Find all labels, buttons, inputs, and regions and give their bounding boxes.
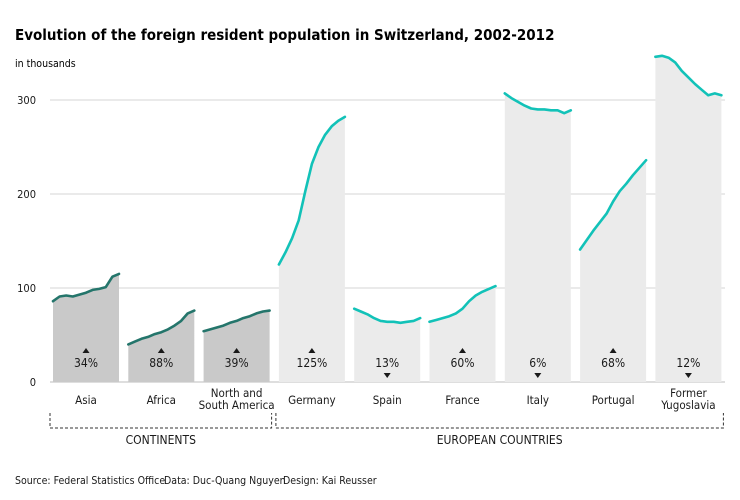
area-portugal <box>580 160 647 382</box>
change-label: 6% <box>529 356 546 370</box>
data-credit: Data: Duc-Quang Nguyen <box>164 475 286 487</box>
category-label: Africa <box>147 393 176 407</box>
group-bracket <box>49 413 273 429</box>
y-tick-label: 300 <box>17 94 36 107</box>
area-spain <box>354 308 421 382</box>
change-label: 34% <box>74 356 98 370</box>
arrow-up-icon <box>233 348 241 353</box>
area-north-and-south-america <box>203 310 270 382</box>
chart-subtitle: in thousands <box>15 58 76 70</box>
design-credit: Design: Kai Reusser <box>283 475 377 487</box>
line-asia <box>51 272 121 303</box>
category-label: South America <box>199 398 275 412</box>
category-label: Yugoslavia <box>660 398 715 412</box>
y-tick-label: 0 <box>30 376 36 389</box>
line-italy <box>503 92 573 115</box>
line-france <box>428 284 497 324</box>
arrow-up-icon <box>308 348 316 353</box>
plot-area: 34% 88% 39% 125% 13% 60% 6% 68% 12% <box>51 54 723 383</box>
source-text: Source: Federal Statistics Office <box>15 475 165 487</box>
area-former-yugoslavia <box>655 55 722 383</box>
area-africa <box>128 310 195 382</box>
line-former-yugoslavia <box>654 54 723 97</box>
group-label: CONTINENTS <box>126 433 196 447</box>
group-brackets: CONTINENTS EUROPEAN COUNTRIES <box>49 413 724 447</box>
change-label: 60% <box>451 356 475 370</box>
arrow-up-icon <box>82 348 90 353</box>
line-africa <box>127 309 196 346</box>
line-portugal <box>578 158 648 251</box>
category-label: France <box>445 393 479 407</box>
arrow-up-icon <box>157 348 165 353</box>
category-label: Former <box>670 386 707 400</box>
arrow-down-icon <box>684 373 692 378</box>
change-label: 13% <box>375 356 399 370</box>
category-label: Asia <box>75 393 97 407</box>
line-north-and-south-america <box>202 309 271 333</box>
area-france <box>429 286 496 382</box>
category-label: Italy <box>527 393 549 407</box>
arrow-down-icon <box>383 373 391 378</box>
line-germany <box>277 115 347 266</box>
category-label: Spain <box>373 393 402 407</box>
change-label: 88% <box>149 356 173 370</box>
change-label: 125% <box>296 356 327 370</box>
line-spain <box>352 307 422 325</box>
area-germany <box>278 116 345 383</box>
group-bracket <box>275 413 724 429</box>
arrow-up-icon <box>459 348 466 353</box>
area-italy <box>504 93 571 383</box>
area-asia <box>53 273 119 382</box>
y-tick-label: 100 <box>17 282 36 295</box>
change-label: 39% <box>225 356 249 370</box>
y-tick-label: 200 <box>17 188 36 201</box>
category-label: Germany <box>288 393 336 407</box>
category-label: North and <box>211 386 263 400</box>
change-label: 12% <box>676 356 700 370</box>
category-label: Portugal <box>592 393 635 407</box>
arrow-up-icon <box>609 348 617 353</box>
arrow-down-icon <box>534 373 542 378</box>
chart-title: Evolution of the foreign resident popula… <box>15 26 554 44</box>
change-label: 68% <box>601 356 625 370</box>
group-label: EUROPEAN COUNTRIES <box>437 433 563 447</box>
